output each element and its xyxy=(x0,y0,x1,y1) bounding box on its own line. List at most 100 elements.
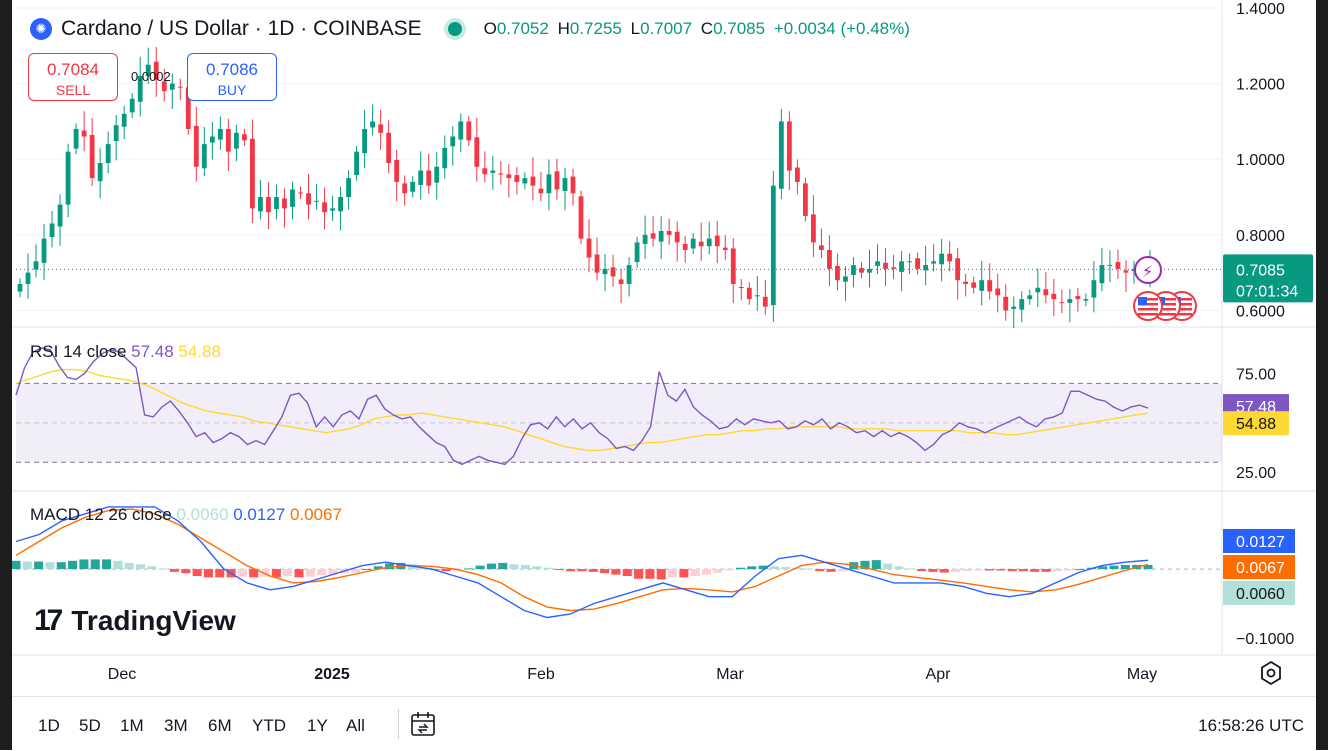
low-label: L xyxy=(630,19,641,38)
price-tick-label: 1.4000 xyxy=(1236,1,1285,18)
timeframe-1m-button[interactable]: 1M xyxy=(120,716,144,735)
time-tick-label: Feb xyxy=(527,666,555,683)
timeframe-5d-button[interactable]: 5D xyxy=(79,716,101,735)
candle xyxy=(714,235,720,247)
cardano-logo-icon: ✺ xyxy=(30,18,52,40)
timeframe-ytd-button[interactable]: YTD xyxy=(252,716,286,735)
macd-signal-line xyxy=(15,508,1149,612)
candle xyxy=(362,128,368,154)
candle xyxy=(570,176,576,194)
timeframe-1d-button[interactable]: 1D xyxy=(38,716,60,735)
candle xyxy=(1107,265,1113,267)
candle xyxy=(963,281,969,284)
timeframe-1y-button[interactable]: 1Y xyxy=(307,716,328,735)
candle xyxy=(338,197,343,212)
sell-button[interactable]: 0.7084 SELL xyxy=(28,53,118,101)
candle xyxy=(915,258,920,269)
candle xyxy=(602,268,608,275)
macd-histogram-bar xyxy=(803,568,813,570)
candle xyxy=(474,137,480,167)
candle xyxy=(1123,270,1129,273)
macd-histogram-bar xyxy=(962,569,972,572)
candle xyxy=(1035,287,1041,293)
macd-histogram-bar xyxy=(317,569,327,576)
market-open-icon xyxy=(447,22,462,36)
candle xyxy=(1043,289,1049,296)
macd-histogram-bar xyxy=(577,569,587,572)
macd-histogram-bar xyxy=(215,569,225,578)
us-flag-stripe xyxy=(1156,308,1176,311)
price-tick-label: 0.8000 xyxy=(1236,228,1285,245)
rsi-params: 14 close xyxy=(63,342,127,361)
candle xyxy=(298,192,303,194)
us-flag-stripe xyxy=(1138,308,1158,311)
macd-histogram-bar xyxy=(566,569,576,572)
candle xyxy=(330,208,335,211)
candle xyxy=(490,170,496,173)
date-range-calendar-icon[interactable] xyxy=(409,711,437,737)
macd-histogram-bar xyxy=(475,565,485,570)
chart-header: ✺ Cardano / US Dollar · 1D · COINBASE O0… xyxy=(30,14,914,44)
candle xyxy=(971,282,977,288)
symbol-title[interactable]: Cardano / US Dollar · 1D · COINBASE xyxy=(61,17,422,40)
candle xyxy=(827,249,832,269)
candle xyxy=(386,132,392,163)
last-price-tag xyxy=(1223,254,1313,303)
macd-histogram-bar xyxy=(1143,564,1153,570)
macd-histogram-bar xyxy=(917,569,927,572)
candle xyxy=(145,64,151,77)
candle xyxy=(794,167,800,182)
time-tick-label: 2025 xyxy=(314,666,350,683)
candle xyxy=(883,262,888,269)
candle xyxy=(73,128,79,149)
candle xyxy=(578,196,584,239)
candle xyxy=(1075,296,1081,300)
macd-histogram-bar xyxy=(79,559,89,570)
candle xyxy=(1083,299,1089,301)
us-flag-stripe xyxy=(1172,303,1192,306)
candle xyxy=(762,296,768,307)
candle xyxy=(137,76,143,102)
timeframe-3m-button[interactable]: 3M xyxy=(164,716,188,735)
candle xyxy=(274,197,279,210)
macd-legend[interactable]: MACD 12 26 close 0.0060 0.0127 0.0067 xyxy=(30,505,342,525)
candle xyxy=(1131,268,1137,272)
us-flag-stripe xyxy=(1156,298,1176,301)
candle xyxy=(995,288,1001,296)
macd-histogram-bar xyxy=(634,569,644,579)
candle xyxy=(1051,293,1057,300)
candle xyxy=(169,83,175,90)
candle xyxy=(217,128,223,140)
candle xyxy=(370,121,376,128)
timeframe-all-button[interactable]: All xyxy=(346,716,365,735)
candle xyxy=(610,267,616,277)
candle xyxy=(1067,299,1073,303)
rsi-legend[interactable]: RSI 14 close 57.48 54.88 xyxy=(30,342,221,362)
candle xyxy=(33,261,39,270)
sell-price: 0.7084 xyxy=(47,60,99,79)
candle xyxy=(899,261,904,272)
timeframe-6m-button[interactable]: 6M xyxy=(208,716,232,735)
buy-button[interactable]: 0.7086 BUY xyxy=(187,53,277,101)
candle xyxy=(201,144,207,169)
macd-histogram-bar xyxy=(543,567,553,570)
change-value: +0.0034 (+0.48%) xyxy=(773,19,910,38)
macd-histogram-bar xyxy=(283,569,293,576)
tradingview-logo-icon: 17 xyxy=(34,604,63,637)
settings-gear-icon[interactable] xyxy=(1258,660,1284,686)
macd-histogram-bar xyxy=(362,569,372,571)
macd-histogram-bar xyxy=(713,569,723,573)
candle xyxy=(354,151,359,176)
macd-histogram-bar xyxy=(124,562,134,570)
candle xyxy=(41,238,47,263)
candle xyxy=(658,231,664,242)
macd-histogram-bar xyxy=(147,566,157,570)
macd-histogram-bar xyxy=(498,562,508,570)
macd-histogram-bar xyxy=(792,567,802,570)
macd-histogram-bar xyxy=(113,560,123,570)
candle xyxy=(843,276,848,282)
us-flag-stripe xyxy=(1172,298,1192,301)
macd-histogram-bar xyxy=(939,569,949,573)
utc-clock[interactable]: 16:58:26 UTC xyxy=(1198,716,1304,735)
